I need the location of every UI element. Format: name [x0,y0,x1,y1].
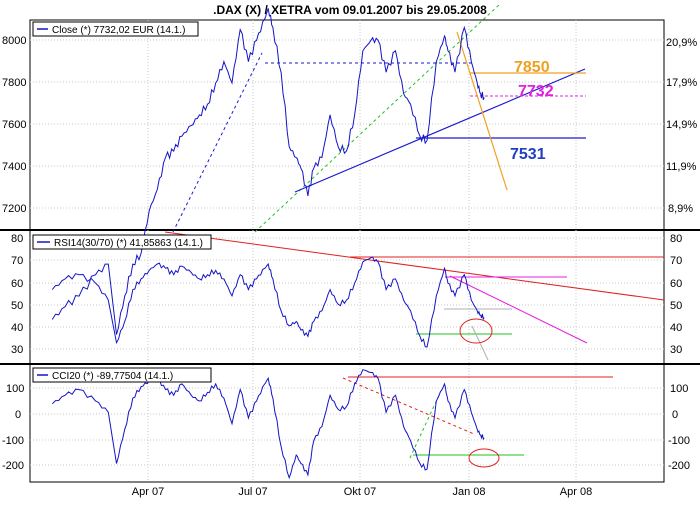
pct-tick-17-9: 17,9% [666,77,697,89]
x-tick-okt-07: Okt 07 [344,486,376,498]
cci-right-tick-minus-200: -200 [668,460,690,472]
rsi-left-tick-60: 60 [11,278,23,290]
rsi-right-tick-50: 50 [670,300,682,312]
price-y-axis-right: 8,9% 11,9% 14,9% 17,9% 20,9% [666,37,697,215]
rsi-magenta-downtrend-line [449,275,588,344]
cci-right-tick-0: 0 [672,409,678,421]
annotation-label-7531: 7531 [510,146,546,163]
price-series-line [51,8,485,335]
cci-red-circle [468,448,500,468]
x-tick-jan-08: Jan 08 [452,486,485,498]
rsi-series-line [51,256,485,348]
rsi-left-tick-40: 40 [11,322,23,334]
annotation-label-7850: 7850 [514,59,550,76]
price-tick-7600: 7600 [2,119,26,131]
rsi-red-downtrend-line [164,231,665,301]
price-tick-7400: 7400 [2,161,26,173]
price-tick-7800: 7800 [2,77,26,89]
rsi-y-axis-right: 30 40 50 60 70 80 [670,233,682,356]
rsi-left-tick-50: 50 [11,300,23,312]
annotation-label-7732: 7732 [518,83,554,100]
cci-left-tick-minus-200: -200 [2,460,24,472]
cci-left-tick-0: 0 [15,409,21,421]
cci-legend-text: CCI20 (*) -89,77504 (14.1.) [52,371,173,382]
cci-right-tick-minus-100: -100 [668,435,690,447]
rsi-legend: RSI14(30/70) (*) 41,85863 (14.1.) [32,234,212,250]
x-tick-apr-08: Apr 08 [560,486,592,498]
price-y-axis-left: 7200 7400 7600 7800 8000 [2,35,26,215]
rsi-red-circle [459,318,493,344]
rsi-left-tick-70: 70 [11,255,23,267]
cci-y-axis-left: -200 -100 0 100 [2,383,24,472]
x-tick-jul-07: Jul 07 [238,486,267,498]
cci-annotations [342,376,613,468]
blue-uptrend-line [294,68,586,193]
rsi-y-axis-left: 30 40 50 60 70 80 [11,233,23,356]
rsi-annotations [164,231,665,361]
rsi-left-tick-30: 30 [11,344,23,356]
rsi-right-tick-80: 80 [670,233,682,245]
rsi-legend-text: RSI14(30/70) (*) 41,85863 (14.1.) [54,238,203,249]
pct-tick-8-9: 8,9% [668,203,693,215]
cci-left-tick-100: 100 [6,383,24,395]
pct-tick-11-9: 11,9% [666,161,697,173]
x-tick-apr-07: Apr 07 [132,486,164,498]
rsi-right-tick-70: 70 [670,255,682,267]
rsi-right-tick-40: 40 [670,322,682,334]
price-horizontal-grid [30,39,664,209]
orange-down-projection [456,31,508,191]
cci-y-axis-right: -200 -100 0 100 [668,383,690,472]
rsi-right-tick-60: 60 [670,278,682,290]
price-annotations [172,3,586,233]
chart-title: .DAX (X) / XETRA vom 09.01.2007 bis 29.0… [213,3,487,17]
price-tick-7200: 7200 [2,203,26,215]
pct-tick-20-9: 20,9% [666,37,697,49]
green-dashed-trendline [254,3,501,233]
cci-right-tick-100: 100 [670,383,688,395]
price-tick-8000: 8000 [2,35,26,47]
rsi-right-tick-30: 30 [670,344,682,356]
pct-tick-14-9: 14,9% [666,119,697,131]
cci-legend: CCI20 (*) -89,77504 (14.1.) [32,367,212,383]
price-legend: Close (*) 7732,02 EUR (14.1.) [32,21,199,37]
rsi-left-tick-80: 80 [11,233,23,245]
cci-horizontal-grid [30,387,664,466]
x-axis: Apr 07 Jul 07 Okt 07 Jan 08 Apr 08 [132,486,592,498]
price-legend-text: Close (*) 7732,02 EUR (14.1.) [52,25,185,36]
cci-left-tick-minus-100: -100 [2,435,24,447]
